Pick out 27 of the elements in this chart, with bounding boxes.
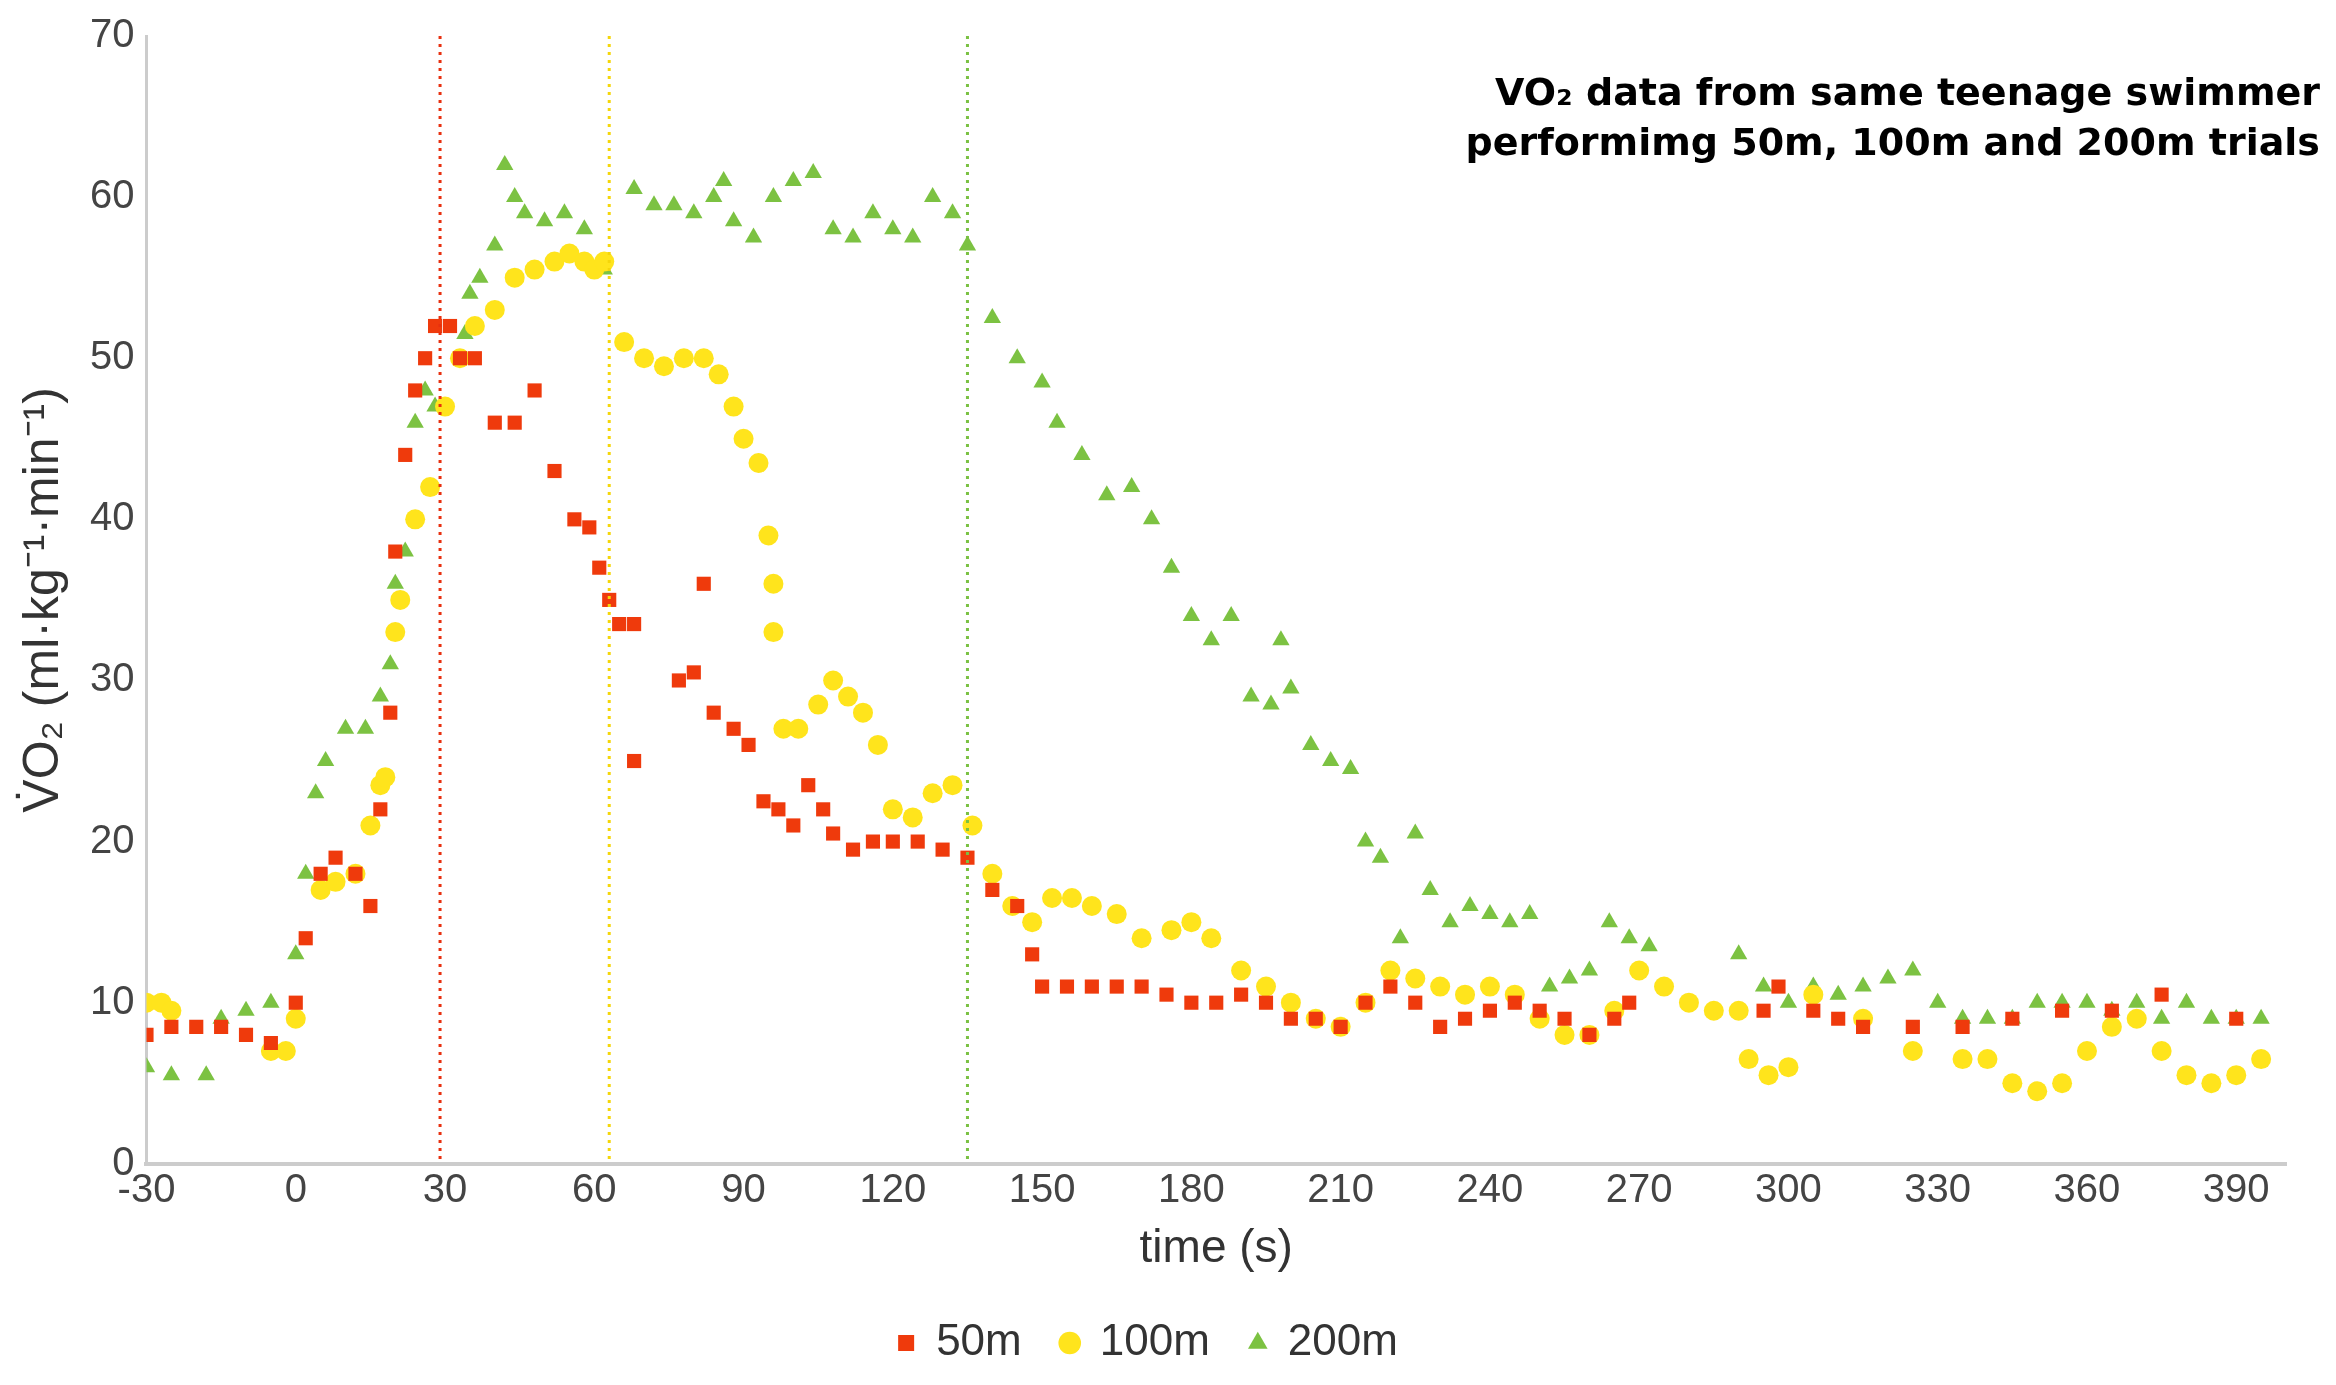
y-tick-label: 10 [89,977,135,1022]
x-tick-label: 210 [1307,1165,1375,1210]
y-tick-label: 50 [89,333,135,378]
x-tick-label: 0 [284,1165,307,1210]
x-tick-label: 240 [1456,1165,1524,1210]
y-tick-label: 20 [89,816,135,861]
legend-label: 50m [936,1315,1022,1365]
y-tick-label: 40 [89,494,135,539]
x-tick-label: 390 [2202,1165,2270,1210]
y-tick-label: 30 [89,655,135,700]
x-tick-label: 270 [1605,1165,1673,1210]
x-tick-label: 300 [1755,1165,1822,1210]
y-tick-label: 60 [89,172,135,217]
x-tick-label: 330 [1904,1165,1972,1210]
x-axis-title: time (s) [1139,1220,1293,1273]
x-tick-label: 90 [721,1165,766,1210]
annotation: VO₂ data from same teenage swimmer performimg 50m, 100m and 200m trials [1465,69,2321,164]
x-tick-label: 150 [1008,1165,1076,1210]
y-axis-title: V̇O₂ (ml·kg⁻¹·min⁻¹) [12,387,69,813]
x-tick-label: 360 [2053,1165,2121,1210]
x-tick-label: 60 [572,1165,617,1210]
legend-label: 100m [1099,1315,1210,1365]
x-tick-label: 30 [422,1165,468,1210]
x-tick-label: 120 [859,1165,927,1210]
x-tick-label: 180 [1157,1165,1225,1210]
legend-label: 200m [1287,1315,1398,1365]
y-tick-label: 70 [89,11,135,56]
